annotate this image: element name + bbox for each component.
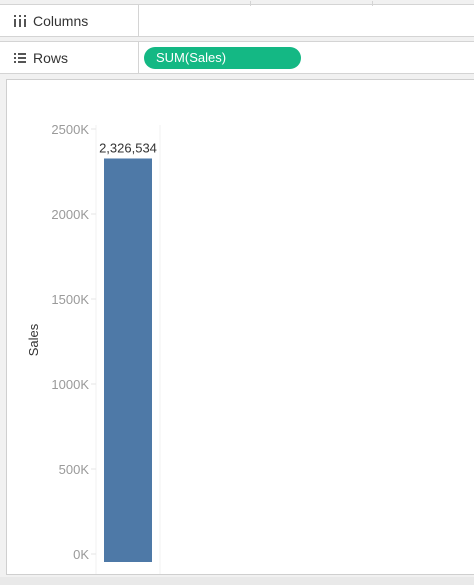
rows-label-text: Rows bbox=[33, 49, 69, 66]
y-tick-label: 1500K bbox=[51, 292, 89, 307]
y-tick-label: 2000K bbox=[51, 207, 89, 222]
columns-drop-area[interactable] bbox=[140, 1, 474, 36]
y-tick-label: 2500K bbox=[51, 122, 89, 137]
columns-shelf-label: Columns bbox=[0, 5, 139, 36]
bars: 2,326,534 bbox=[99, 140, 157, 562]
y-tick-label: 0K bbox=[73, 547, 89, 562]
shelf-divider bbox=[250, 1, 251, 6]
columns-label-text: Columns bbox=[33, 12, 89, 29]
bar-data-label: 2,326,534 bbox=[99, 140, 157, 155]
columns-shelf: Columns bbox=[0, 1, 474, 37]
columns-icon bbox=[13, 14, 27, 28]
rows-shelf: Rows SUM(Sales) bbox=[0, 41, 474, 74]
y-tick-label: 500K bbox=[59, 462, 90, 477]
sum-sales-pill[interactable]: SUM(Sales) bbox=[144, 47, 301, 69]
chart-pane: 0K 500K 1000K 1500K 2000K 2500K 2,326,534 Sal… bbox=[6, 79, 474, 575]
y-tick-label: 1000K bbox=[51, 377, 89, 392]
status-strip bbox=[0, 577, 474, 585]
rows-list-icon bbox=[13, 51, 27, 65]
y-axis: 0K 500K 1000K 1500K 2000K 2500K bbox=[51, 122, 161, 574]
shelf-divider bbox=[372, 1, 373, 6]
bar-chart: 0K 500K 1000K 1500K 2000K 2500K 2,326,534 Sal… bbox=[26, 122, 161, 574]
rows-shelf-label: Rows bbox=[0, 42, 139, 73]
rows-drop-area[interactable]: SUM(Sales) bbox=[140, 42, 474, 73]
bar[interactable] bbox=[104, 158, 152, 562]
y-axis-title: Sales bbox=[26, 323, 41, 356]
